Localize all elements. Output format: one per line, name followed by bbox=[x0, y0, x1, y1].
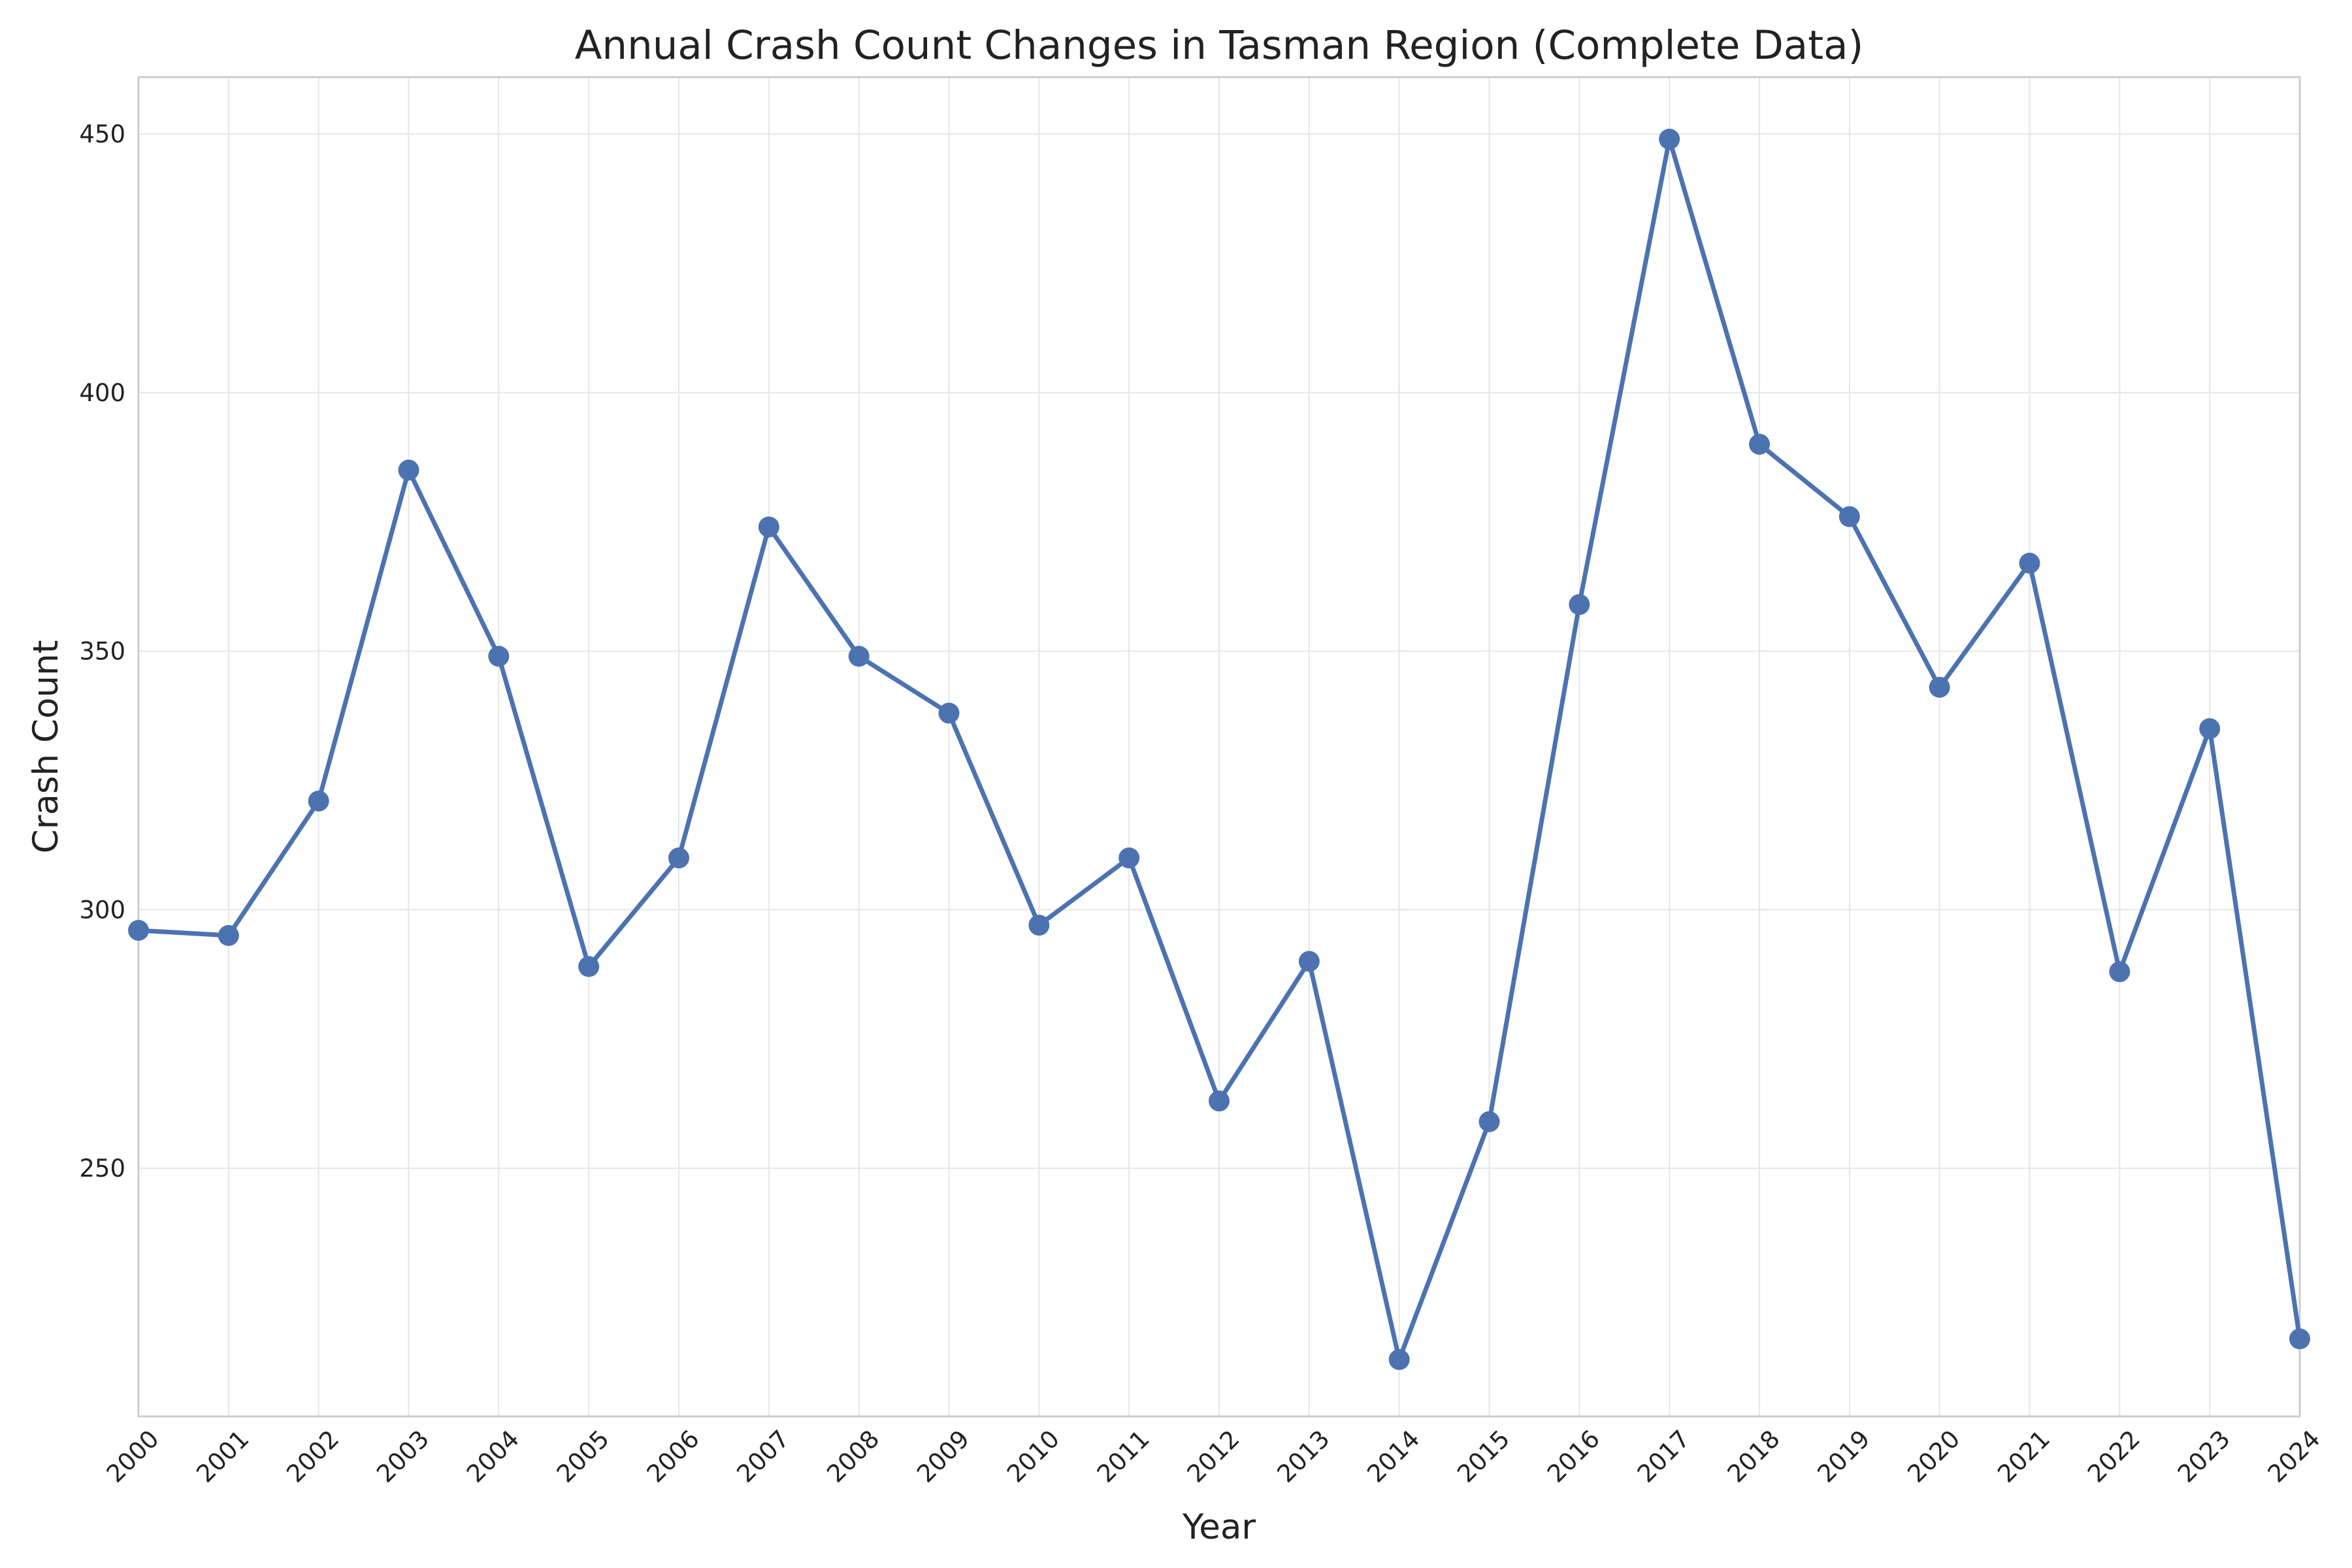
data-point bbox=[1028, 915, 1050, 936]
series-layer bbox=[128, 128, 2310, 1370]
data-point bbox=[128, 919, 149, 941]
data-point bbox=[488, 645, 510, 667]
data-point bbox=[2109, 961, 2131, 983]
plot-frame bbox=[137, 76, 2301, 1418]
y-tick-label: 300 bbox=[79, 896, 125, 924]
data-point bbox=[938, 702, 960, 724]
data-point bbox=[1478, 1111, 1500, 1132]
y-tick-label: 450 bbox=[79, 120, 125, 148]
data-point bbox=[1659, 128, 1680, 150]
x-axis-label: Year bbox=[1182, 1507, 1256, 1547]
data-point bbox=[1569, 594, 1590, 615]
y-tick-label: 400 bbox=[79, 379, 125, 407]
data-point bbox=[218, 924, 239, 946]
y-axis-label: Crash Count bbox=[26, 640, 66, 854]
data-point bbox=[1388, 1348, 1410, 1370]
data-point bbox=[668, 847, 689, 869]
data-point bbox=[578, 956, 600, 977]
y-tick-label: 350 bbox=[79, 638, 125, 666]
data-point bbox=[1209, 1090, 1230, 1112]
data-point bbox=[2289, 1328, 2310, 1350]
chart-title: Annual Crash Count Changes in Tasman Reg… bbox=[575, 22, 1864, 69]
data-point bbox=[2019, 553, 2040, 574]
data-point bbox=[1929, 676, 1950, 698]
data-point bbox=[1298, 951, 1320, 972]
y-tick-label: 250 bbox=[79, 1154, 125, 1183]
data-point bbox=[758, 516, 779, 538]
data-point bbox=[848, 645, 870, 667]
data-point bbox=[308, 791, 329, 812]
data-point bbox=[2199, 718, 2221, 740]
data-point bbox=[398, 459, 419, 481]
data-point bbox=[1119, 847, 1140, 869]
data-point bbox=[1838, 506, 1860, 527]
data-point bbox=[1749, 433, 1770, 455]
